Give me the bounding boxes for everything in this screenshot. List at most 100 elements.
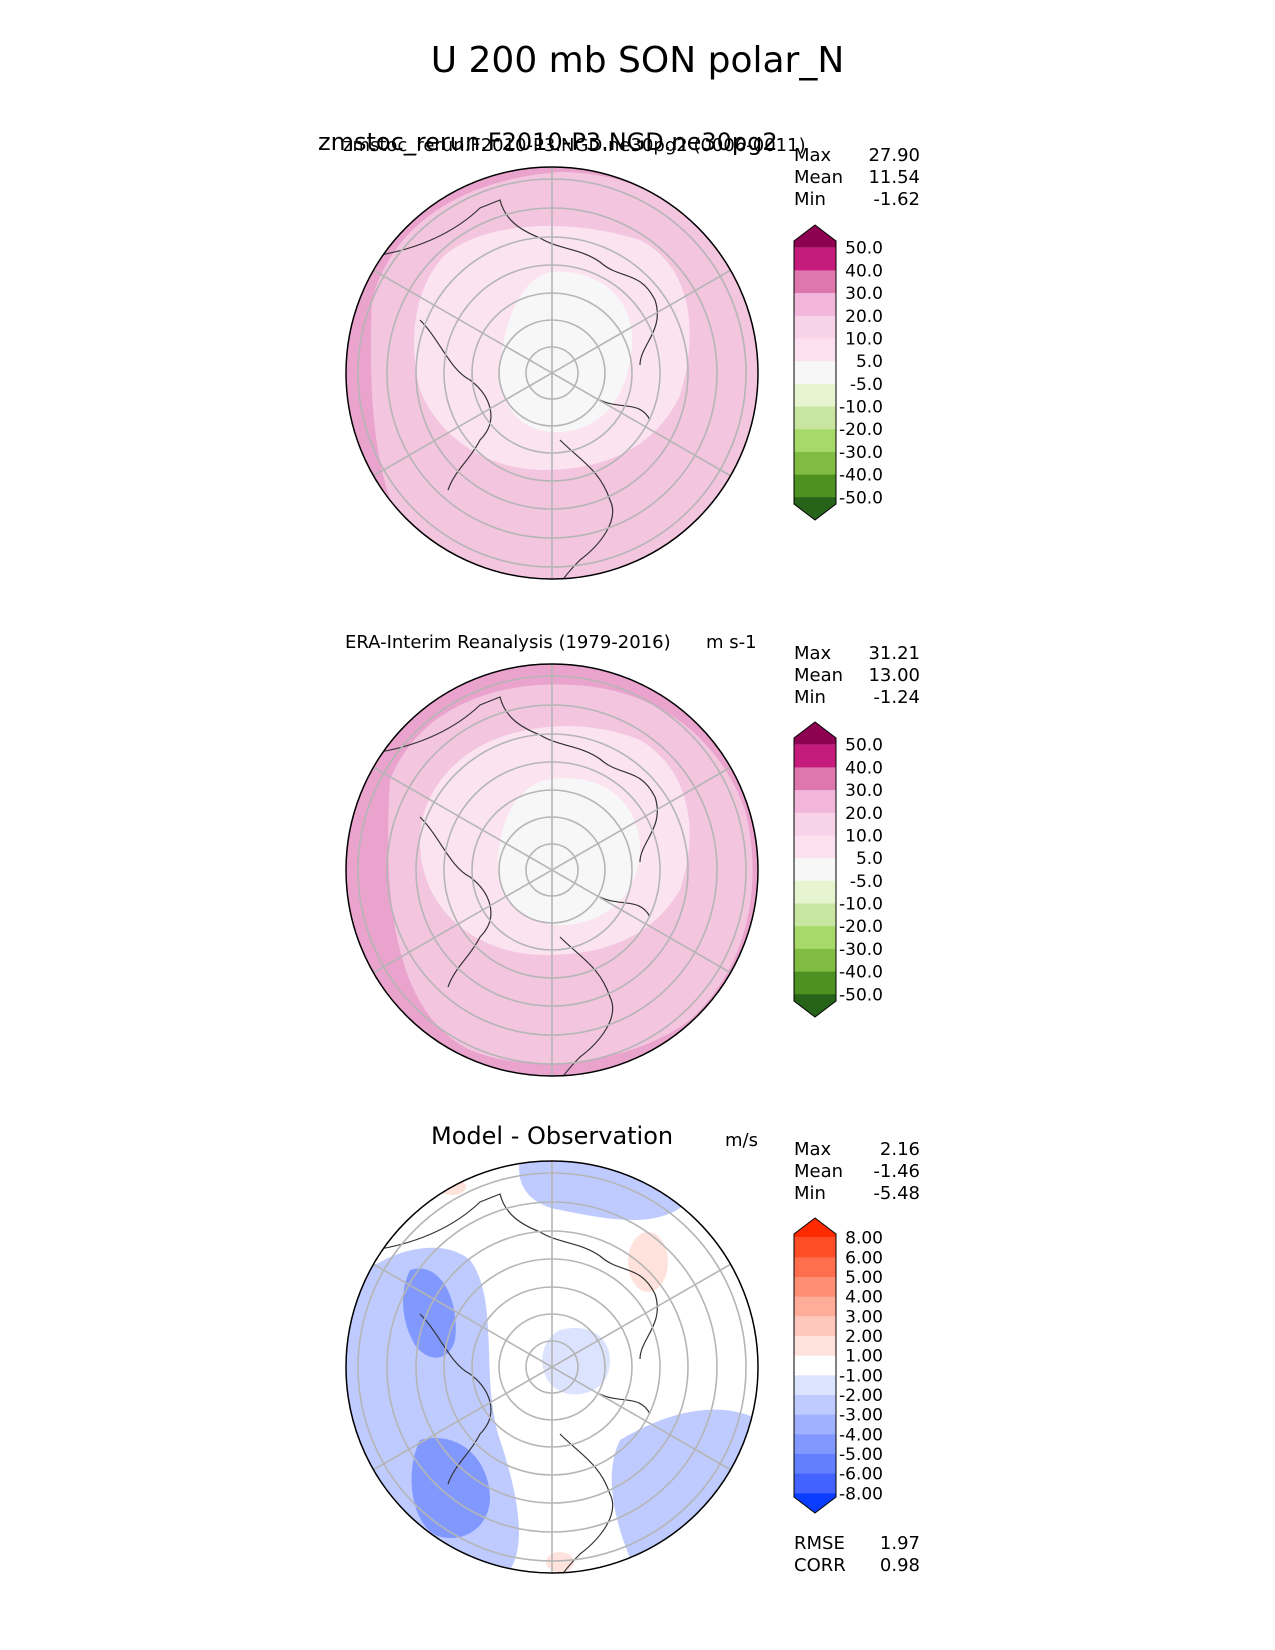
panel2-colorbar-tick-label: 40.0	[845, 758, 883, 778]
panel1-colorbar-bin	[794, 361, 836, 385]
panel1-colorbar-tick-label: -20.0	[839, 420, 883, 440]
panel2-min-label: Min	[794, 687, 826, 708]
panel3-colorbar-bin	[794, 1336, 836, 1357]
panel1-colorbar-tick-label: 5.0	[856, 352, 883, 372]
panel3-map-border	[345, 1160, 759, 1574]
panel2-colorbar-bin	[794, 812, 836, 836]
panel1-colorbar-bin	[794, 497, 836, 520]
panel3-mean-label: Mean	[794, 1161, 844, 1182]
panel2-colorbar-bin	[794, 948, 836, 973]
panel1-min-label: Min	[794, 189, 826, 210]
panel3-field-center	[542, 1328, 610, 1395]
panel2-colorbar-tick-label: -50.0	[839, 985, 883, 1005]
corr-label: CORR	[794, 1555, 846, 1576]
panel3-min-value: -5.48	[873, 1183, 920, 1204]
panel3-colorbar-bin	[794, 1218, 836, 1238]
panel3-colorbar-tick-label: 2.00	[845, 1327, 883, 1347]
panel3-colorbar-tick-label: -4.00	[839, 1425, 883, 1445]
panel2-colorbar-bin	[794, 994, 836, 1017]
panel3-colorbar-outline	[793, 1217, 837, 1514]
panel2-colorbar-tick-label: -5.0	[850, 872, 883, 892]
panel3-colorbar-tick-label: 3.00	[845, 1307, 883, 1327]
panel1-colorbar-tick-label: -5.0	[850, 375, 883, 395]
panel3-colorbar-tick-label: -8.00	[839, 1484, 883, 1504]
panel2-colorbar-bin	[794, 767, 836, 791]
panel1-colorbar-tick-label: 10.0	[845, 329, 883, 349]
panel2-colorbar-tick-label: -30.0	[839, 940, 883, 960]
panel3-colorbar: 8.006.005.004.003.002.001.00-1.00-2.00-3…	[793, 1217, 883, 1514]
panel1-map	[345, 166, 759, 580]
panel1-colorbar-tick-label: -50.0	[839, 488, 883, 508]
panel1-colorbar-tick-label: 40.0	[845, 261, 883, 281]
panel1-title-large: zmstoc_rerun.F2010-P3.NGD.ne30pg2	[318, 128, 778, 156]
panel2-colorbar-bin	[794, 744, 836, 768]
panel2-colorbar-tick-label: -20.0	[839, 917, 883, 937]
panel3-field-southwest-core	[411, 1438, 490, 1539]
panel3-colorbar-bin	[794, 1434, 836, 1455]
panel3-field-positive	[628, 1232, 668, 1292]
panel2-colorbar-tick-label: -10.0	[839, 895, 883, 915]
panel3-title: Model - Observation	[431, 1122, 674, 1150]
panel1-map-border	[345, 166, 759, 580]
panel2-max-label: Max	[794, 643, 832, 664]
panel3-map	[345, 1160, 759, 1574]
panel3-colorbar-tick-label: 4.00	[845, 1288, 883, 1308]
panel3-colorbar-bin	[794, 1237, 836, 1258]
panel1-colorbar-bin	[794, 247, 836, 271]
panel3-colorbar-tick-label: -1.00	[839, 1366, 883, 1386]
panel2-colorbar-tick-label: 20.0	[845, 804, 883, 824]
panel1-colorbar: 50.040.0 30.0 20.010.0 5.0 -5.0 -10.0-20.0 -30…	[793, 224, 883, 521]
panel3-colorbar-bin	[794, 1277, 836, 1298]
panel3-field-positive-south	[546, 1552, 574, 1572]
panel2-title: ERA-Interim Reanalysis (1979-2016)	[345, 632, 671, 653]
panel3-colorbar-bin	[794, 1395, 836, 1416]
panel3-colorbar-bin	[794, 1257, 836, 1278]
panel2-colorbar-tick-label: 50.0	[845, 736, 883, 756]
panel1-colorbar-bin	[794, 406, 836, 430]
panel3-colorbar-bin	[794, 1454, 836, 1475]
panel3-colorbar-bin	[794, 1355, 836, 1376]
panel1-colorbar-bin	[794, 315, 836, 339]
panel2-map	[345, 663, 759, 1077]
panel1-colorbar-outline	[793, 224, 837, 521]
panel2-colorbar-outline	[793, 721, 837, 1018]
panel1-mean-value: 11.54	[868, 167, 920, 188]
panel2-colorbar-tick-label: 5.0	[856, 849, 883, 869]
panel3-graticule	[357, 1161, 747, 1573]
panel2-max-value: 31.21	[868, 643, 920, 664]
panel3-colorbar-bin	[794, 1316, 836, 1337]
panel3-mean-value: -1.46	[873, 1161, 920, 1182]
panel3-min-label: Min	[794, 1183, 826, 1204]
panel1-colorbar-bin	[794, 225, 836, 248]
panel2-colorbar-bin	[794, 835, 836, 859]
panel1-colorbar-tick-label: -40.0	[839, 466, 883, 486]
rmse-label: RMSE	[794, 1533, 845, 1554]
panel3-colorbar-bin	[794, 1473, 836, 1494]
panel3-colorbar-bin	[794, 1493, 836, 1513]
panel3-colorbar-tick-label: -5.00	[839, 1445, 883, 1465]
panel1-max-label: Max	[794, 145, 832, 166]
panel3-coastlines	[379, 1193, 658, 1573]
panel3-colorbar-bin	[794, 1296, 836, 1317]
panel3-colorbar-tick-label: 8.00	[845, 1229, 883, 1249]
panel2-colorbar-tick-label: -40.0	[839, 963, 883, 983]
panel3-max-label: Max	[794, 1139, 832, 1160]
panel1-colorbar-tick-label: -10.0	[839, 398, 883, 418]
panel1-colorbar-bin	[794, 429, 836, 453]
panel1-colorbar-bin	[794, 293, 836, 317]
panel1-min-value: -1.62	[873, 189, 920, 210]
panel1-colorbar-bin	[794, 474, 836, 498]
panel1-colorbar-bin	[794, 270, 836, 294]
panel2-colorbar-bin	[794, 971, 836, 995]
panel1-coastlines	[379, 199, 658, 579]
panel1-colorbar-tick-label: 30.0	[845, 284, 883, 304]
panel2-min-value: -1.24	[873, 687, 920, 708]
panel1-colorbar-bin	[794, 383, 836, 408]
panel1-graticule	[357, 167, 747, 579]
panel2-mean-label: Mean	[794, 665, 844, 686]
panel2-colorbar-bin	[794, 722, 836, 745]
panel2-coastlines	[379, 696, 658, 1076]
panel3-field-southeast	[611, 1409, 758, 1573]
panel1-colorbar-tick-label: 50.0	[845, 239, 883, 259]
